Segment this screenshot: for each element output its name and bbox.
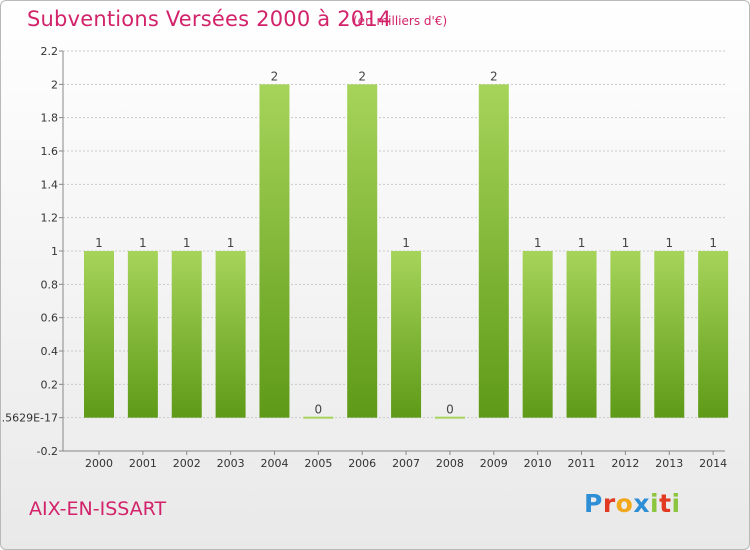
data-label: 1	[578, 236, 586, 250]
proxiti-logo: Proxiti	[584, 489, 681, 518]
data-label: 2	[271, 69, 279, 83]
bar	[391, 251, 422, 418]
y-axis: -0.2 -1.5629E-17 0.2 0.4 0.6 0.8 1 1.2 1.4 1.6 1.8…	[1, 45, 64, 458]
data-label: 2	[490, 69, 498, 83]
x-axis: 2000 2001 2002 2003 2004 2005 2006 2007 2008 2009…	[63, 450, 727, 470]
x-tick-label: 2009	[480, 457, 508, 470]
logo-letter: P	[584, 489, 603, 518]
data-label: 2	[358, 69, 366, 83]
data-label: 1	[227, 236, 235, 250]
logo-letter: t	[659, 489, 672, 518]
x-tick-label: 2006	[348, 457, 376, 470]
data-label: 1	[402, 236, 410, 250]
bar	[303, 416, 334, 419]
bar	[84, 251, 114, 418]
data-label: 0	[446, 403, 454, 417]
x-tick-label: 2010	[524, 457, 552, 470]
bar	[127, 251, 158, 418]
y-tick-label: -1.5629E-17	[1, 412, 58, 425]
y-tick-label: 2.2	[41, 45, 59, 58]
bar	[654, 251, 685, 418]
data-label: 1	[139, 236, 147, 250]
chart-title: Subventions Versées 2000 à 2014	[27, 7, 392, 31]
y-tick-label: 1	[51, 245, 58, 258]
data-label: 1	[95, 236, 103, 250]
x-tick-label: 2007	[392, 457, 420, 470]
x-tick-label: 2000	[85, 457, 113, 470]
data-label: 1	[709, 236, 717, 250]
value-labels: 1 1 1 1 2 0 2 1 0 2 1 1 1 1 1	[95, 69, 717, 416]
y-tick-label: 1.6	[41, 145, 59, 158]
x-tick-label: 2014	[699, 457, 727, 470]
bar	[434, 416, 465, 419]
x-tick-label: 2003	[217, 457, 245, 470]
x-tick-label: 2012	[611, 457, 639, 470]
data-label: 1	[665, 236, 673, 250]
x-tick-label: 2013	[655, 457, 683, 470]
logo-letter: x	[633, 489, 650, 518]
x-tick-label: 2005	[304, 457, 332, 470]
bars	[84, 84, 729, 419]
bar	[171, 251, 202, 418]
bar	[566, 251, 597, 418]
x-tick-label: 2004	[260, 457, 288, 470]
x-tick-label: 2008	[436, 457, 464, 470]
data-label: 0	[315, 403, 323, 417]
y-tick-label: 1.2	[41, 212, 59, 225]
y-tick-label: 1.8	[41, 112, 59, 125]
y-tick-label: -0.2	[37, 445, 58, 458]
bar	[610, 251, 641, 418]
bar	[259, 84, 290, 418]
logo-letter: i	[671, 489, 681, 518]
x-tick-label: 2002	[173, 457, 201, 470]
data-label: 1	[534, 236, 542, 250]
y-tick-label: 0.2	[41, 378, 59, 391]
x-tick-label: 2011	[568, 457, 596, 470]
data-label: 1	[622, 236, 630, 250]
bar	[522, 251, 553, 418]
y-tick-label: 0.8	[41, 278, 59, 291]
chart-unit: (en milliers d'€)	[353, 14, 448, 28]
data-label: 1	[183, 236, 191, 250]
y-tick-label: 0.4	[41, 345, 59, 358]
bar	[347, 84, 378, 418]
y-tick-label: 0.6	[41, 312, 59, 325]
y-tick-label: 2	[51, 78, 58, 91]
logo-letter: i	[650, 489, 660, 518]
bar	[215, 251, 246, 418]
logo-letter: o	[615, 489, 634, 518]
y-tick-label: 1.4	[41, 178, 59, 191]
commune-name: AIX-EN-ISSART	[29, 498, 167, 520]
x-tick-label: 2001	[129, 457, 157, 470]
logo-letter: r	[602, 489, 616, 518]
bar	[478, 84, 509, 418]
bar	[698, 251, 729, 418]
